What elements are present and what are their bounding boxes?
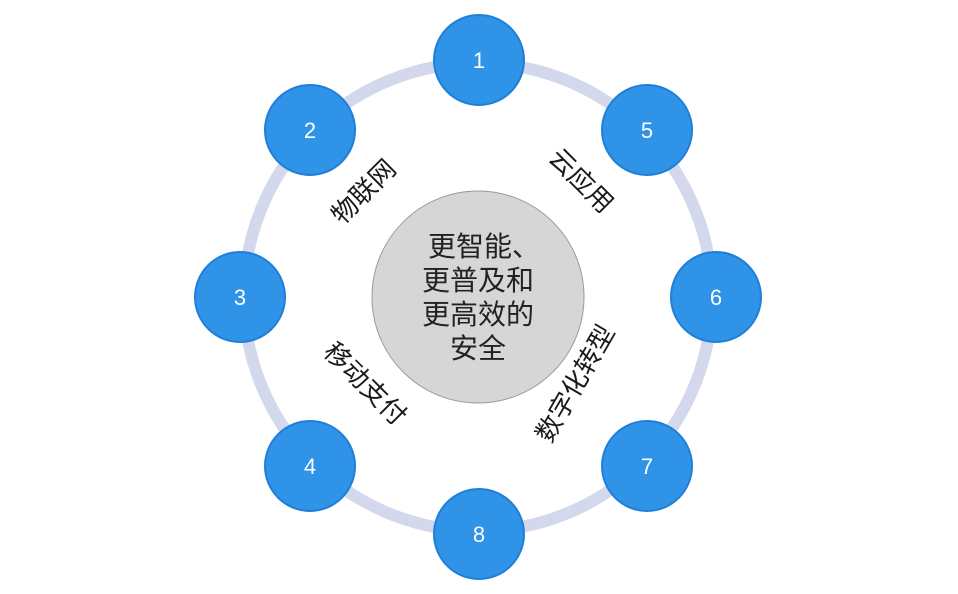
node-6-circle — [670, 251, 762, 343]
node-2-label: 2 — [304, 118, 316, 143]
segment-label-cloud-app: 云应用 — [542, 143, 618, 219]
node-4-circle — [264, 420, 356, 512]
node-5-label: 5 — [641, 118, 653, 143]
node-7-label: 7 — [641, 454, 653, 479]
node-1-label: 1 — [473, 48, 485, 73]
node-6: 6 — [670, 251, 762, 343]
node-3-label: 3 — [234, 285, 246, 310]
node-8-circle — [433, 488, 525, 580]
node-5: 5 — [601, 84, 693, 176]
node-4: 4 — [264, 420, 356, 512]
node-3: 3 — [194, 251, 286, 343]
node-1: 1 — [433, 14, 525, 106]
node-8-label: 8 — [473, 522, 485, 547]
node-1-circle — [433, 14, 525, 106]
node-7-circle — [601, 420, 693, 512]
node-6-label: 6 — [710, 285, 722, 310]
node-8: 8 — [433, 488, 525, 580]
center-line-3: 更高效的 — [422, 298, 534, 331]
node-3-circle — [194, 251, 286, 343]
node-2-circle — [264, 84, 356, 176]
center-circle — [371, 190, 585, 404]
node-4-label: 4 — [304, 454, 316, 479]
node-7: 7 — [601, 420, 693, 512]
node-5-circle — [601, 84, 693, 176]
node-2: 2 — [264, 84, 356, 176]
center-line-4: 安全 — [450, 332, 506, 365]
center-line-1: 更智能、 — [428, 230, 540, 263]
center-line-2: 更普及和 — [422, 264, 534, 297]
